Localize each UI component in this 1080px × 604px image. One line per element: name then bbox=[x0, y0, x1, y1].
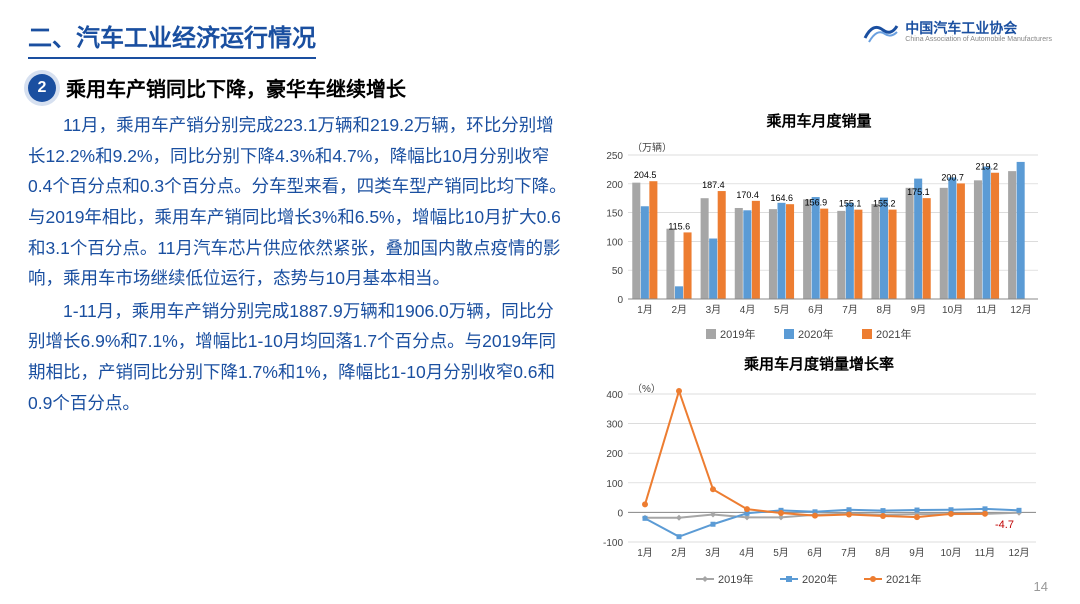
svg-text:7月: 7月 bbox=[841, 547, 857, 559]
svg-text:164.6: 164.6 bbox=[770, 193, 793, 203]
svg-text:12月: 12月 bbox=[1008, 547, 1029, 559]
svg-text:（万辆）: （万辆） bbox=[632, 141, 672, 154]
svg-text:5月: 5月 bbox=[773, 547, 789, 559]
svg-text:11月: 11月 bbox=[975, 547, 995, 559]
svg-text:150: 150 bbox=[606, 209, 623, 220]
svg-text:10月: 10月 bbox=[940, 547, 961, 559]
svg-text:4月: 4月 bbox=[740, 304, 756, 316]
svg-text:2019年: 2019年 bbox=[720, 327, 755, 341]
svg-text:200: 200 bbox=[606, 449, 623, 460]
svg-text:2月: 2月 bbox=[671, 547, 687, 559]
page-number: 14 bbox=[1034, 579, 1048, 594]
org-logo: 中国汽车工业协会 China Association of Automobile… bbox=[863, 18, 1052, 46]
svg-text:155.1: 155.1 bbox=[839, 199, 862, 209]
svg-text:11月: 11月 bbox=[977, 304, 997, 316]
svg-text:4月: 4月 bbox=[739, 547, 755, 559]
svg-text:100: 100 bbox=[606, 237, 623, 248]
svg-text:2021年: 2021年 bbox=[886, 572, 921, 586]
chart1-title: 乘用车月度销量 bbox=[586, 110, 1052, 131]
svg-text:0: 0 bbox=[617, 508, 623, 519]
svg-text:175.1: 175.1 bbox=[907, 187, 930, 197]
svg-text:1月: 1月 bbox=[637, 547, 653, 559]
svg-text:200: 200 bbox=[606, 180, 623, 191]
svg-text:400: 400 bbox=[606, 390, 623, 401]
svg-text:2020年: 2020年 bbox=[798, 327, 833, 341]
svg-text:155.2: 155.2 bbox=[873, 199, 896, 209]
svg-text:3月: 3月 bbox=[706, 304, 722, 316]
svg-text:5月: 5月 bbox=[774, 304, 790, 316]
svg-text:（%）: （%） bbox=[632, 383, 661, 395]
chart2-title: 乘用车月度销量增长率 bbox=[586, 353, 1052, 374]
svg-text:2月: 2月 bbox=[671, 304, 687, 316]
paragraph-2: 1-11月，乘用车产销分别完成1887.9万辆和1906.0万辆，同比分别增长6… bbox=[28, 296, 568, 419]
svg-text:200.7: 200.7 bbox=[941, 172, 964, 182]
svg-text:6月: 6月 bbox=[808, 304, 824, 316]
subsection-number-badge: 2 bbox=[28, 74, 56, 102]
svg-text:12月: 12月 bbox=[1010, 304, 1031, 316]
svg-text:9月: 9月 bbox=[911, 304, 927, 316]
monthly-growth-line-chart: -100 0 100 200 300 400 （%） 1月 2月 3月 4月 5月 6月 7月 8月 9月 10… bbox=[586, 380, 1052, 590]
svg-text:0: 0 bbox=[617, 295, 623, 306]
svg-text:2019年: 2019年 bbox=[718, 572, 753, 586]
svg-text:8月: 8月 bbox=[876, 304, 892, 316]
svg-text:100: 100 bbox=[606, 479, 623, 490]
svg-text:1月: 1月 bbox=[637, 304, 653, 316]
svg-text:-100: -100 bbox=[603, 538, 623, 549]
body-text: 11月，乘用车产销分别完成223.1万辆和219.2万辆，环比分别增长12.2%… bbox=[28, 110, 568, 590]
svg-text:6月: 6月 bbox=[807, 547, 823, 559]
subsection-title: 乘用车产销同比下降，豪华车继续增长 bbox=[66, 73, 406, 102]
logo-text-cn: 中国汽车工业协会 bbox=[905, 21, 1052, 36]
svg-text:10月: 10月 bbox=[942, 304, 963, 316]
svg-text:156.9: 156.9 bbox=[805, 198, 828, 208]
svg-text:300: 300 bbox=[606, 420, 623, 431]
svg-text:-4.7: -4.7 bbox=[995, 519, 1014, 531]
svg-text:170.4: 170.4 bbox=[736, 190, 759, 200]
svg-text:219.2: 219.2 bbox=[975, 162, 998, 172]
svg-text:204.5: 204.5 bbox=[634, 170, 657, 180]
svg-text:9月: 9月 bbox=[909, 547, 925, 559]
svg-text:7月: 7月 bbox=[842, 304, 858, 316]
svg-text:3月: 3月 bbox=[705, 547, 721, 559]
svg-text:115.6: 115.6 bbox=[668, 221, 690, 231]
svg-text:50: 50 bbox=[612, 266, 624, 277]
svg-text:187.4: 187.4 bbox=[702, 180, 725, 190]
svg-text:2020年: 2020年 bbox=[802, 572, 837, 586]
svg-text:8月: 8月 bbox=[875, 547, 891, 559]
svg-text:250: 250 bbox=[606, 151, 623, 162]
svg-text:2021年: 2021年 bbox=[876, 327, 911, 341]
paragraph-1: 11月，乘用车产销分别完成223.1万辆和219.2万辆，环比分别增长12.2%… bbox=[28, 110, 568, 294]
logo-text-en: China Association of Automobile Manufact… bbox=[905, 36, 1052, 43]
monthly-sales-bar-chart: 0 50 100 150 200 250 （万辆） 1月 204.5 2月 115.6 3月 187.4… bbox=[586, 137, 1052, 347]
section-title: 二、汽车工业经济运行情况 bbox=[28, 18, 316, 59]
